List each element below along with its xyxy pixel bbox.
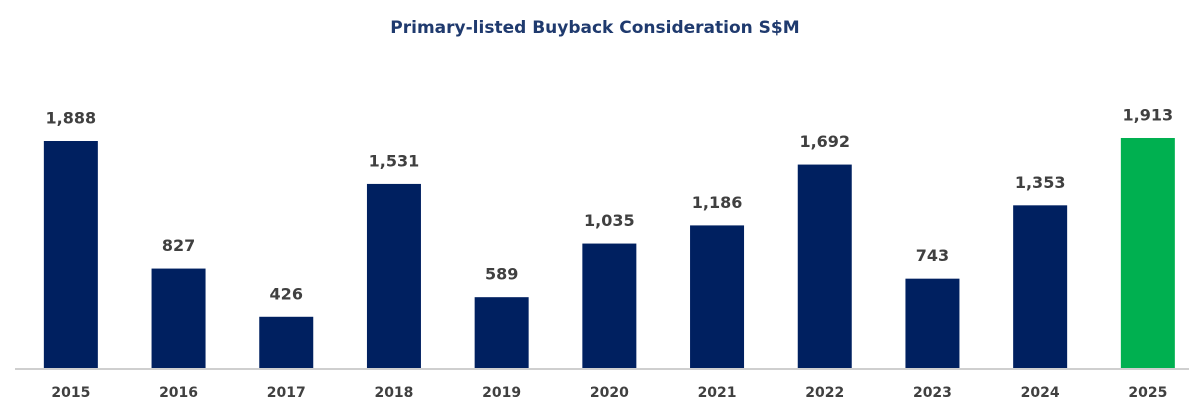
- bar: [259, 316, 314, 368]
- bar: [474, 297, 529, 368]
- value-label: 1,888: [46, 109, 97, 128]
- x-tick-label: 2020: [590, 385, 629, 401]
- value-label: 1,353: [1015, 173, 1066, 192]
- bar: [1013, 205, 1068, 368]
- bar: [43, 141, 98, 368]
- x-tick-label: 2024: [1021, 385, 1060, 401]
- x-tick-label: 2016: [159, 385, 198, 401]
- x-tick-label: 2023: [913, 385, 952, 401]
- value-label: 1,913: [1123, 105, 1174, 124]
- bar: [366, 183, 421, 368]
- x-tick-label: 2015: [51, 385, 90, 401]
- x-tick-label: 2022: [805, 385, 844, 401]
- value-label: 589: [485, 265, 518, 284]
- value-label: 827: [162, 236, 195, 255]
- value-label: 1,186: [692, 193, 743, 212]
- x-tick-label: 2017: [267, 385, 306, 401]
- value-label: 1,692: [799, 132, 850, 151]
- value-label: 1,035: [584, 211, 635, 230]
- bar: [1120, 137, 1175, 368]
- value-label: 743: [916, 246, 949, 265]
- value-label: 426: [270, 284, 303, 303]
- bar: [905, 278, 960, 368]
- x-tick-label: 2018: [374, 385, 413, 401]
- chart-title: Primary-listed Buyback Consideration S$M: [390, 18, 799, 38]
- x-tick-label: 2019: [482, 385, 521, 401]
- bar: [582, 243, 637, 368]
- bar: [797, 164, 852, 368]
- x-tick-label: 2021: [698, 385, 737, 401]
- bar: [690, 225, 745, 368]
- value-label: 1,531: [369, 151, 420, 170]
- x-tick-label: 2025: [1128, 385, 1167, 401]
- bar: [151, 268, 206, 368]
